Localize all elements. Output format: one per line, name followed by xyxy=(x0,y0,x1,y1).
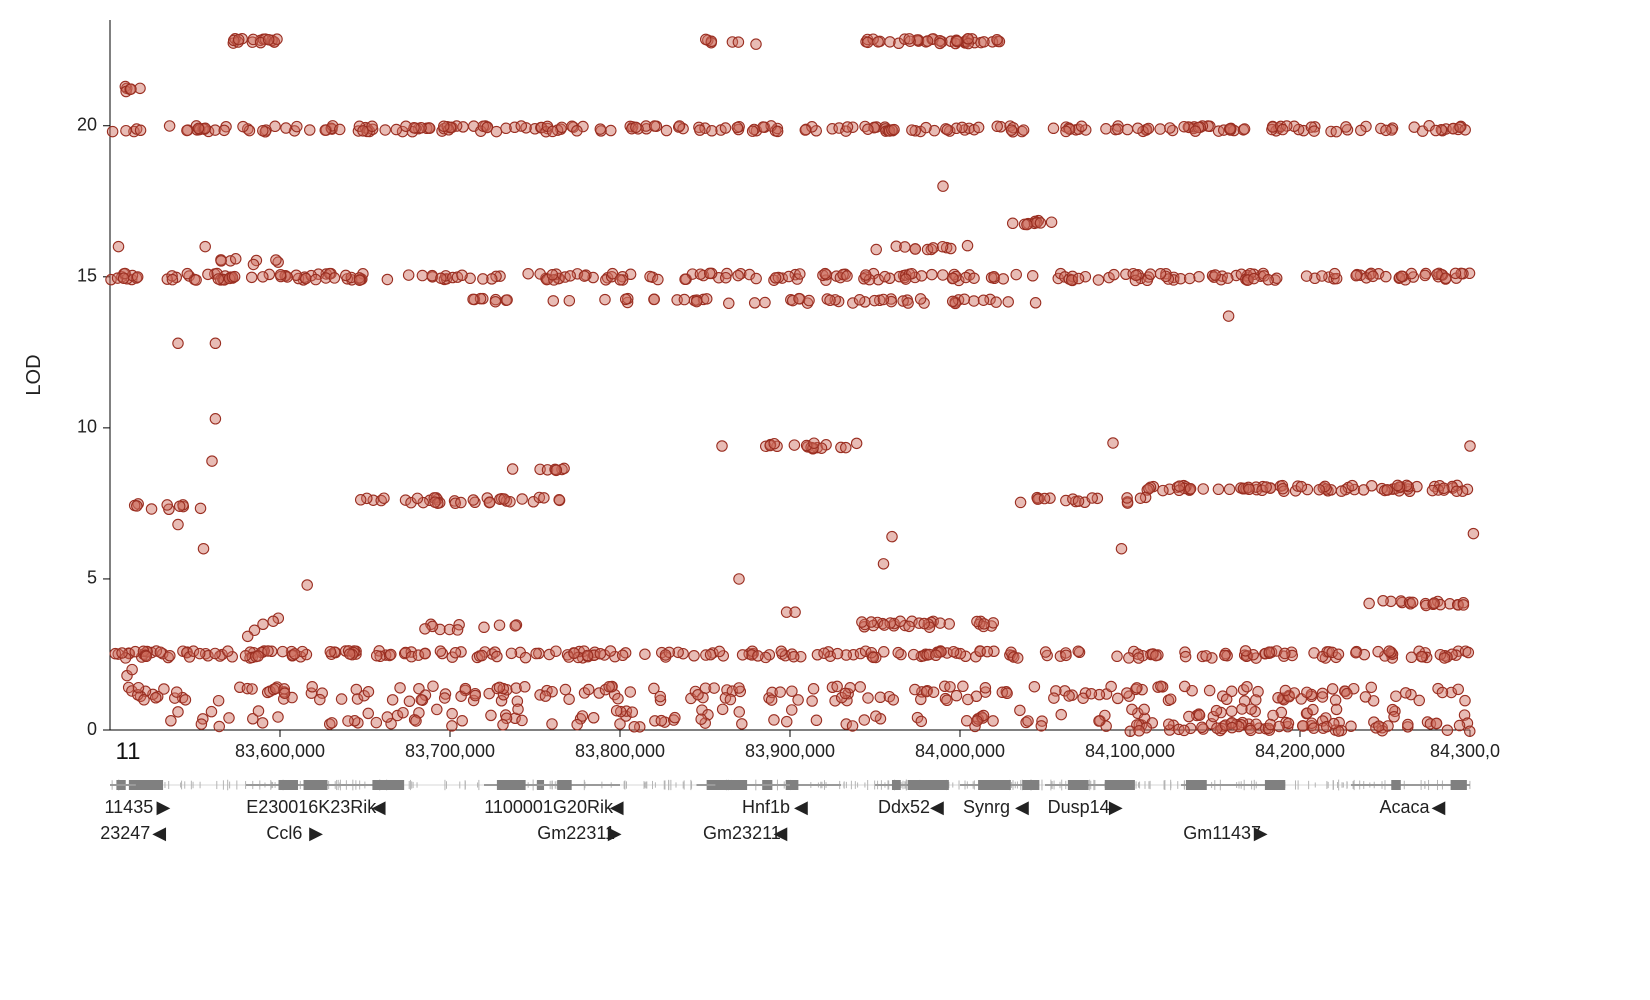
gene-label: Gm22311 xyxy=(537,823,615,843)
y-tick-label: 0 xyxy=(87,719,97,739)
y-tick-label: 10 xyxy=(77,417,97,437)
x-tick-label: 83,900,000 xyxy=(745,741,835,761)
lod-scatter-figure: 0 5 10 15 20 LOD 83,600,000 83,700,000 83,800,00… xyxy=(0,0,1650,1000)
gene-label: Ccl6 xyxy=(266,823,302,843)
gene-dir-icon: ◀ xyxy=(773,823,787,843)
gene-dir-icon: ◀ xyxy=(610,797,624,817)
x-tick-label: 84,300,0 xyxy=(1430,741,1500,761)
chromosome-label: 11 xyxy=(116,738,141,765)
gene-dir-icon: ▶ xyxy=(608,823,622,843)
x-tick-label: 83,700,000 xyxy=(405,741,495,761)
gene-label: 1100001G20Rik xyxy=(484,797,614,817)
gene-dir-icon: ◀ xyxy=(930,797,944,817)
gene-dir-icon: ◀ xyxy=(372,797,386,817)
gene-dir-icon: ◀ xyxy=(152,823,166,843)
gene-label: Hnf1b xyxy=(742,797,790,817)
gene-dir-icon: ▶ xyxy=(1109,797,1123,817)
x-tick-label: 84,100,000 xyxy=(1085,741,1175,761)
y-tick-label: 5 xyxy=(87,568,97,588)
gene-dir-icon: ◀ xyxy=(1015,797,1029,817)
gene-label: E230016K23Rik xyxy=(246,797,377,817)
x-tick-label: 83,800,000 xyxy=(575,741,665,761)
x-tick-label: 83,600,000 xyxy=(235,741,325,761)
scatter-points xyxy=(106,34,1479,737)
gene-dir-icon: ▶ xyxy=(309,823,323,843)
x-tick-label: 84,200,000 xyxy=(1255,741,1345,761)
x-tick-label: 84,000,000 xyxy=(915,741,1005,761)
gene-label: Dusp14 xyxy=(1048,797,1110,817)
gene-label: Acaca xyxy=(1380,797,1431,817)
gene-label: Synrg xyxy=(963,797,1010,817)
gene-dir-icon: ▶ xyxy=(1254,823,1268,843)
gene-label: Ddx52 xyxy=(878,797,930,817)
y-tick-label: 15 xyxy=(77,266,97,286)
y-tick-label: 20 xyxy=(77,114,97,134)
gene-label: Gm23211 xyxy=(703,823,781,843)
gene-label: 11435 xyxy=(105,797,154,817)
gene-dir-icon: ◀ xyxy=(1432,797,1446,817)
gene-label: Gm11437 xyxy=(1183,823,1261,843)
gene-label: 23247 xyxy=(100,823,150,843)
gene-dir-icon: ▶ xyxy=(157,797,171,817)
y-axis-label: LOD xyxy=(23,354,45,395)
gene-dir-icon: ◀ xyxy=(794,797,808,817)
